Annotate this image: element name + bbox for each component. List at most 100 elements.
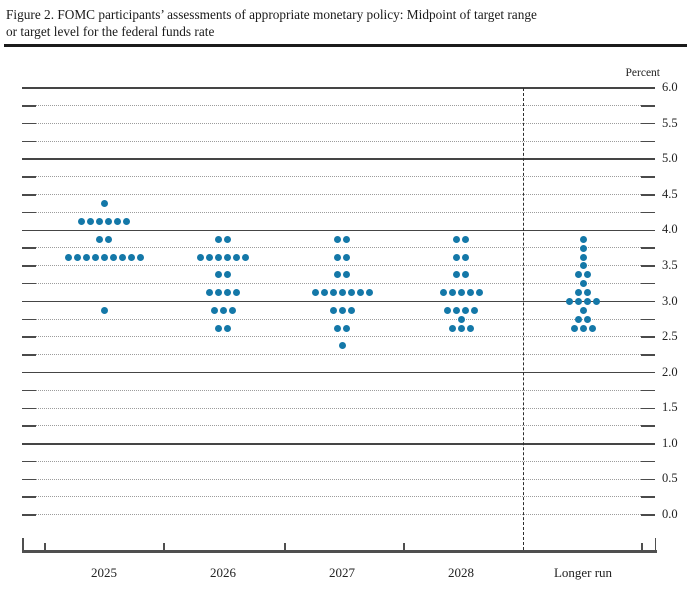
dot-2027-3.125 bbox=[365, 289, 373, 297]
dot-2025-3.625 bbox=[109, 253, 117, 261]
gridline-dotted-3.50 bbox=[36, 265, 641, 267]
dot-2028-3.875 bbox=[453, 235, 460, 243]
y-tick-left-3.25 bbox=[22, 282, 36, 285]
gridline-dotted-1.75 bbox=[36, 389, 641, 391]
dot-longer-run-3 bbox=[566, 298, 573, 305]
dot-longer-run-2.75 bbox=[575, 315, 582, 323]
x-axis-category-longer-run: Longer run bbox=[553, 565, 613, 580]
dot-longer-run-3.375 bbox=[575, 271, 582, 279]
gridline-dotted-0.00 bbox=[36, 514, 641, 516]
y-tick-left-4.50 bbox=[22, 194, 36, 196]
dot-2027-3.875 bbox=[334, 235, 341, 243]
y-axis-label-5.0: 5.0 bbox=[662, 151, 678, 166]
dot-2025-4.375 bbox=[100, 200, 108, 208]
dot-2028-2.875 bbox=[444, 306, 451, 314]
dot-2026-3.625 bbox=[215, 253, 222, 261]
dot-2027-3.375 bbox=[334, 271, 341, 279]
y-tick-right-3.75 bbox=[641, 247, 655, 249]
dot-longer-run-2.875 bbox=[579, 306, 587, 314]
y-axis-label-2.5: 2.5 bbox=[662, 329, 678, 344]
gridline-dotted-4.25 bbox=[36, 211, 641, 213]
dot-2025-3.625 bbox=[82, 253, 90, 261]
y-tick-left-1.25 bbox=[22, 425, 36, 427]
dot-2027-2.875 bbox=[338, 306, 346, 314]
y-tick-left-1.50 bbox=[22, 407, 36, 409]
dot-2025-3.625 bbox=[100, 253, 108, 261]
dot-2028-2.625 bbox=[466, 324, 474, 332]
gridline-dotted-2.50 bbox=[36, 336, 641, 338]
dot-2028-2.875 bbox=[471, 306, 478, 314]
x-axis-tick-5 bbox=[284, 543, 286, 550]
dot-2028-2.625 bbox=[448, 324, 456, 332]
dot-longer-run-3 bbox=[593, 298, 600, 305]
figure-title-line1: Figure 2. FOMC participants’ assessments… bbox=[6, 7, 537, 22]
y-tick-right-0.75 bbox=[641, 460, 655, 463]
y-axis-label-1.0: 1.0 bbox=[662, 435, 678, 450]
dot-2028-3.125 bbox=[448, 289, 456, 297]
x-axis-tick-0 bbox=[22, 538, 24, 550]
y-axis-label-1.5: 1.5 bbox=[662, 400, 678, 415]
x-axis-category-2025: 2025 bbox=[91, 565, 117, 580]
x-axis-tick-6 bbox=[403, 543, 405, 550]
dot-2027-2.875 bbox=[329, 306, 337, 314]
dot-2028-3.125 bbox=[457, 289, 465, 297]
dot-2025-3.625 bbox=[64, 253, 72, 261]
dot-2028-3.625 bbox=[453, 253, 460, 261]
dot-2025-3.625 bbox=[73, 253, 81, 261]
dot-2026-2.625 bbox=[224, 324, 231, 332]
y-axis-label-4.0: 4.0 bbox=[662, 222, 678, 237]
gridline-dotted-2.25 bbox=[36, 354, 641, 356]
gridline-solid-2.00 bbox=[22, 371, 655, 374]
y-axis-unit-label: Percent bbox=[625, 67, 660, 79]
dot-2026-3.625 bbox=[242, 253, 249, 261]
dot-2027-3.375 bbox=[343, 271, 350, 279]
gridline-dotted-5.25 bbox=[36, 140, 641, 142]
y-tick-right-3.50 bbox=[641, 265, 655, 267]
y-tick-right-4.75 bbox=[641, 176, 655, 178]
gridline-dotted-3.25 bbox=[36, 282, 641, 284]
dot-2026-3.875 bbox=[215, 235, 222, 243]
dot-2028-2.875 bbox=[462, 306, 469, 314]
dot-2027-2.625 bbox=[334, 324, 341, 332]
dot-2025-4.125 bbox=[87, 217, 94, 225]
dot-2027-3.625 bbox=[343, 253, 350, 261]
y-tick-right-3.25 bbox=[641, 282, 655, 285]
dot-2025-4.125 bbox=[96, 217, 103, 225]
y-tick-left-0.50 bbox=[22, 478, 36, 481]
dot-2028-2.75 bbox=[457, 315, 465, 323]
x-axis-line bbox=[22, 550, 657, 553]
dot-longer-run-3.125 bbox=[575, 289, 582, 297]
dot-2025-3.625 bbox=[136, 253, 144, 261]
dot-longer-run-3.875 bbox=[579, 235, 587, 243]
dot-2025-4.125 bbox=[105, 217, 112, 225]
dot-2027-3.125 bbox=[329, 289, 337, 297]
dot-2028-3.375 bbox=[462, 271, 469, 279]
x-axis-tick-4 bbox=[163, 543, 165, 550]
dot-2027-3.875 bbox=[343, 235, 350, 243]
dot-2026-3.625 bbox=[224, 253, 231, 261]
y-tick-left-0.75 bbox=[22, 460, 36, 463]
dot-2026-3.375 bbox=[215, 271, 222, 279]
dot-2025-3.875 bbox=[105, 235, 112, 243]
dot-2026-3.125 bbox=[233, 289, 240, 297]
y-tick-right-2.25 bbox=[641, 354, 655, 356]
dot-2027-3.125 bbox=[338, 289, 346, 297]
dot-2026-2.625 bbox=[215, 324, 222, 332]
y-tick-right-1.25 bbox=[641, 425, 655, 427]
gridline-dotted-5.75 bbox=[36, 105, 641, 107]
dot-2026-3.875 bbox=[224, 235, 231, 243]
dot-2025-3.625 bbox=[91, 253, 99, 261]
y-tick-right-2.50 bbox=[641, 336, 655, 338]
y-tick-left-2.75 bbox=[22, 318, 36, 321]
gridline-dotted-5.50 bbox=[36, 122, 641, 124]
dot-2026-3.375 bbox=[224, 271, 231, 279]
dot-2026-3.125 bbox=[206, 289, 213, 297]
y-axis-label-3.0: 3.0 bbox=[662, 293, 678, 308]
dot-2025-3.625 bbox=[127, 253, 135, 261]
x-axis-category-2027: 2027 bbox=[329, 565, 355, 580]
dot-2027-3.125 bbox=[320, 289, 328, 297]
y-tick-right-1.50 bbox=[641, 407, 655, 409]
dot-2028-2.875 bbox=[453, 306, 460, 314]
gridline-dotted-1.25 bbox=[36, 425, 641, 427]
dot-2026-2.875 bbox=[219, 306, 227, 314]
